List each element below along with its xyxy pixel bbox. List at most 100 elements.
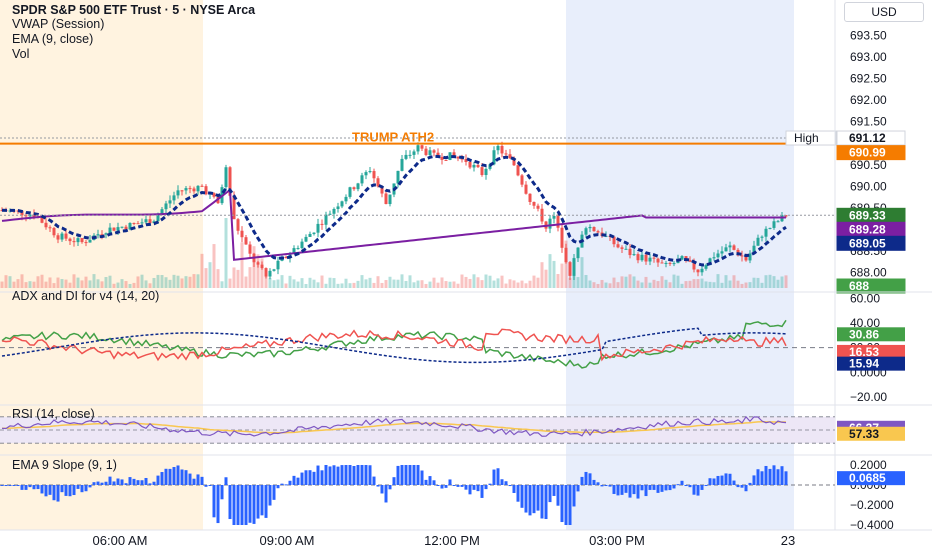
slope-bar: [164, 468, 168, 485]
volume-bar: [268, 277, 272, 288]
candle-body: [384, 193, 388, 205]
candle-body: [100, 234, 104, 236]
candle-body: [296, 248, 300, 250]
volume-bar: [92, 274, 96, 288]
volume-bar: [240, 242, 244, 288]
slope-bar: [596, 482, 600, 485]
slope-bar: [488, 483, 492, 485]
candle-body: [528, 193, 532, 202]
candle-body: [348, 187, 352, 197]
candle-body: [68, 238, 72, 242]
price-tick-label: 690.00: [850, 179, 887, 193]
volume-bar: [560, 263, 564, 288]
candle-body: [328, 213, 332, 215]
slope-bar: [100, 482, 104, 485]
volume-bar: [112, 283, 116, 288]
volume-bar: [508, 279, 512, 288]
candle-body: [244, 237, 248, 245]
slope-bar: [512, 485, 516, 493]
volume-bar: [460, 274, 464, 288]
slope-bar: [400, 465, 404, 485]
slope-bar: [336, 466, 340, 485]
candle-body: [668, 262, 672, 264]
candle-body: [396, 170, 400, 184]
volume-bar: [512, 280, 516, 288]
rsi-value-label: 57.33: [849, 427, 879, 441]
candle-body: [648, 257, 652, 262]
candle-body: [424, 148, 428, 156]
ema-legend: EMA (9, close): [12, 32, 94, 46]
volume-bar: [720, 282, 724, 288]
price-tick-label: 688.00: [850, 266, 887, 280]
price-label-689.28: 689.28: [836, 221, 906, 237]
volume-bar: [584, 274, 588, 288]
candle-body: [160, 209, 164, 215]
volume-bars: [0, 218, 788, 288]
slope-bar: [36, 485, 40, 490]
currency-selector[interactable]: USD: [844, 2, 924, 22]
volume-bar: [172, 274, 176, 288]
slope-bar: [608, 485, 612, 487]
slope-bar: [660, 485, 664, 492]
slope-bar: [212, 485, 216, 518]
candle-body: [156, 214, 160, 222]
volume-bar: [664, 279, 668, 288]
slope-bar: [752, 475, 756, 485]
candle-body: [480, 167, 484, 176]
candle-body: [428, 150, 432, 156]
volume-bar: [608, 283, 612, 288]
slope-bar: [48, 485, 52, 495]
candle-body: [588, 226, 592, 229]
slope-bar: [416, 465, 420, 485]
volume-bar: [404, 280, 408, 288]
candle-body: [336, 206, 340, 209]
candle-body: [380, 186, 384, 194]
slope-bar: [672, 485, 676, 489]
volume-bar: [588, 280, 592, 288]
candle-body: [248, 244, 252, 254]
volume-bar: [352, 282, 356, 288]
volume-bar: [656, 281, 660, 288]
slope-bar: [480, 485, 484, 498]
candle-body: [132, 222, 136, 224]
slope-bar: [492, 469, 496, 485]
slope-bar: [96, 481, 100, 485]
slope-bar: [124, 483, 128, 485]
volume-bar: [300, 278, 304, 288]
slope-bar: [348, 465, 352, 485]
slope-bar: [420, 470, 424, 485]
candle-body: [572, 258, 576, 276]
volume-bar: [264, 275, 268, 288]
volume-bar: [432, 277, 436, 288]
candle-body: [44, 222, 48, 228]
premarket-shade: [0, 0, 203, 530]
candle-body: [148, 219, 152, 224]
volume-bar: [416, 280, 420, 288]
price-label-691.12: High 691.12: [785, 130, 906, 146]
slope-bar: [260, 485, 264, 516]
candle-body: [620, 247, 624, 249]
slope-bar: [768, 468, 772, 485]
volume-bar: [232, 267, 236, 288]
candle-body: [512, 158, 516, 166]
volume-bar: [160, 275, 164, 288]
volume-bar: [544, 269, 548, 288]
volume-bar: [644, 276, 648, 288]
volume-bar: [600, 279, 604, 288]
candle-body: [728, 245, 732, 248]
slope-bar: [344, 465, 348, 485]
slope-bar: [16, 485, 20, 486]
volume-bar: [420, 280, 424, 288]
candle-body: [748, 253, 752, 261]
slope-bar: [112, 481, 116, 485]
candle-body: [752, 245, 756, 254]
slope-bar: [296, 477, 300, 485]
slope-bar: [484, 485, 488, 490]
slope-bar: [8, 485, 12, 486]
candle-body: [772, 221, 776, 228]
candle-body: [232, 195, 236, 220]
candle-body: [112, 227, 116, 231]
volume-bar: [408, 275, 412, 288]
